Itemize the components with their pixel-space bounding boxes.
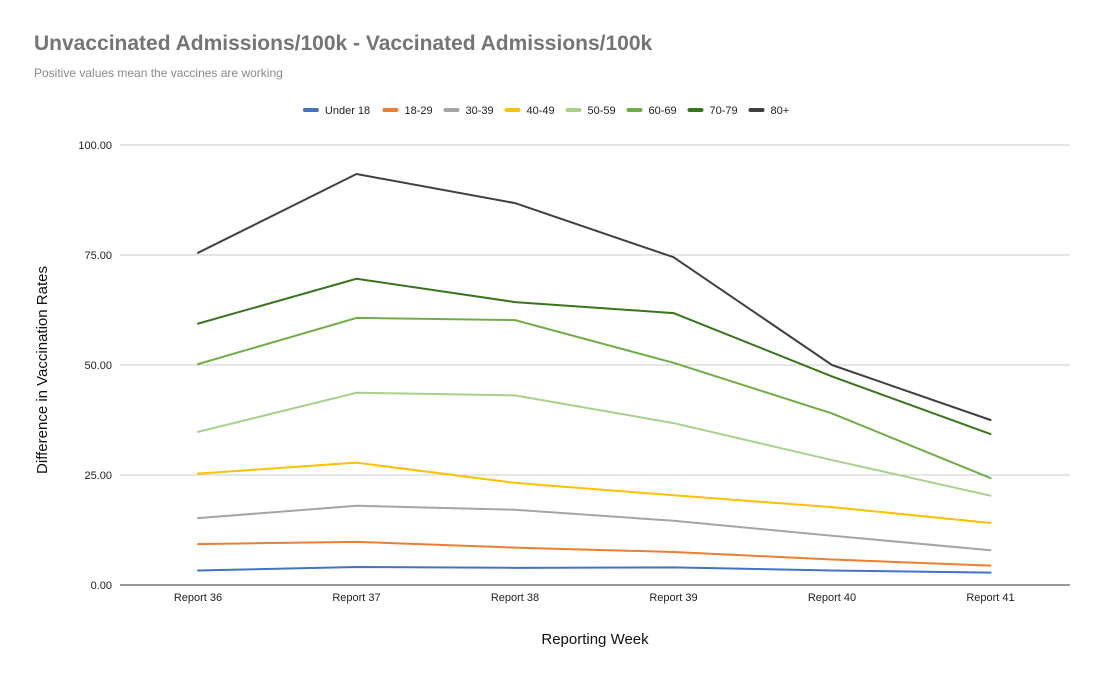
data-point xyxy=(356,505,357,507)
series-line-50-59 xyxy=(197,391,992,497)
y-tick-label: 100.00 xyxy=(78,140,112,152)
data-point xyxy=(831,558,833,560)
x-tick-label: Report 41 xyxy=(966,592,1014,604)
legend-item: 70-79 xyxy=(687,105,738,117)
data-point xyxy=(514,509,516,511)
legend-item: 30-39 xyxy=(443,105,494,117)
data-point xyxy=(356,541,357,543)
x-tick-label: Report 37 xyxy=(332,592,380,604)
legend-item: 60-69 xyxy=(626,105,677,117)
legend-item: 18-29 xyxy=(382,105,433,117)
x-tick-label: Report 39 xyxy=(649,592,697,604)
y-tick-label: 50.00 xyxy=(84,360,112,372)
data-point xyxy=(514,547,516,549)
data-point xyxy=(197,252,199,254)
data-point xyxy=(673,520,674,522)
series-line-18-29 xyxy=(197,540,992,567)
data-point xyxy=(673,256,674,258)
data-point xyxy=(990,549,991,551)
data-point xyxy=(514,394,516,396)
legend-label: 30-39 xyxy=(466,105,494,117)
data-point xyxy=(197,473,199,475)
legend-item: 80+ xyxy=(748,105,790,117)
data-point xyxy=(990,572,991,574)
data-point xyxy=(514,319,516,321)
x-axis-ticks: Report 36 Report 37 Report 38 Report 39 Repo… xyxy=(174,592,1015,604)
legend-label: 40-49 xyxy=(527,105,555,117)
legend-label: 60-69 xyxy=(649,105,677,117)
y-axis-title: Difference in Vaccination Rates xyxy=(34,266,51,474)
x-tick-label: Report 38 xyxy=(491,592,539,604)
data-point xyxy=(197,363,199,365)
data-point xyxy=(831,535,833,537)
chart-subtitle: Positive values mean the vaccines are wo… xyxy=(34,66,283,80)
legend: Under 18 18-29 30-39 40-49 50-59 60-69 70-79 80… xyxy=(302,105,790,117)
chart-title: Unvaccinated Admissions/100k - Vaccinate… xyxy=(34,32,653,55)
y-axis-ticks: 0.00 25.00 50.00 75.00 100.00 xyxy=(78,140,112,592)
gridlines xyxy=(120,144,1070,586)
data-point xyxy=(831,459,833,461)
data-point xyxy=(197,569,199,571)
legend-item: 50-59 xyxy=(565,105,616,117)
data-point xyxy=(831,506,833,508)
data-point xyxy=(990,565,991,567)
data-point xyxy=(356,278,357,280)
data-point xyxy=(197,323,199,325)
data-point xyxy=(673,362,674,364)
data-point xyxy=(356,462,357,464)
data-point xyxy=(831,412,833,414)
data-point xyxy=(831,375,833,377)
data-point xyxy=(673,566,674,568)
series-line-60-69 xyxy=(197,316,992,480)
series-line-80- xyxy=(197,173,992,421)
data-point xyxy=(197,543,199,545)
series-line-40-49 xyxy=(197,461,992,524)
data-point xyxy=(514,482,516,484)
data-point xyxy=(514,202,516,204)
data-point xyxy=(831,364,833,366)
y-tick-label: 75.00 xyxy=(84,250,112,262)
data-point xyxy=(197,517,199,519)
data-point xyxy=(197,431,199,433)
legend-label: Under 18 xyxy=(325,105,370,117)
data-point xyxy=(514,567,516,569)
x-tick-label: Report 40 xyxy=(808,592,856,604)
series-line-30-39 xyxy=(197,504,992,552)
series-line-70-79 xyxy=(197,277,992,436)
y-tick-label: 0.00 xyxy=(91,580,112,592)
data-point xyxy=(356,566,357,568)
data-point xyxy=(990,477,991,479)
series-line-under-18 xyxy=(197,565,992,574)
legend-label: 70-79 xyxy=(710,105,738,117)
x-axis-title: Reporting Week xyxy=(541,631,649,648)
data-point xyxy=(673,551,674,553)
data-point xyxy=(673,422,674,424)
data-point xyxy=(514,301,516,303)
data-point xyxy=(990,495,991,497)
series-lines xyxy=(197,173,992,574)
legend-label: 18-29 xyxy=(405,105,433,117)
data-point xyxy=(673,494,674,496)
x-tick-label: Report 36 xyxy=(174,592,222,604)
data-point xyxy=(673,312,674,314)
legend-item: Under 18 xyxy=(302,105,370,117)
data-point xyxy=(356,173,357,175)
legend-label: 50-59 xyxy=(588,105,616,117)
data-point xyxy=(831,569,833,571)
y-tick-label: 25.00 xyxy=(84,470,112,482)
data-point xyxy=(990,522,991,524)
legend-label: 80+ xyxy=(771,105,790,117)
data-point xyxy=(356,317,357,319)
data-point xyxy=(356,392,357,394)
data-point xyxy=(990,419,991,421)
data-point xyxy=(990,433,991,435)
legend-item: 40-49 xyxy=(504,105,555,117)
